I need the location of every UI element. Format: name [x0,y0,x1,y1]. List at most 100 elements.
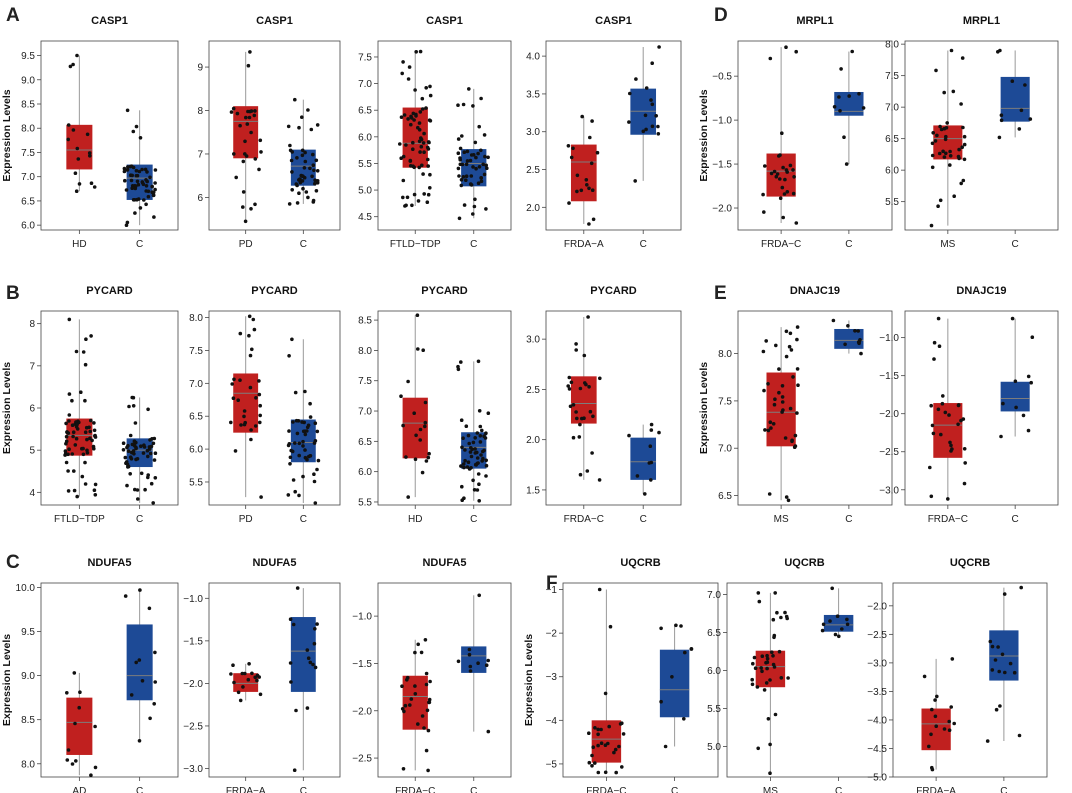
data-point [64,434,69,439]
data-point [484,431,488,436]
data-point [789,348,794,352]
box-disease [933,125,963,160]
data-point [408,158,413,163]
data-point [479,179,484,184]
data-point [88,429,92,434]
data-point [405,675,410,680]
data-point [959,181,963,186]
y-tick-label: −3.0 [879,485,899,496]
data-point [597,478,602,482]
data-point [300,153,305,158]
y-tick-label: 6.0 [21,221,35,232]
data-point [832,105,837,109]
data-point [583,381,587,385]
data-point [258,692,263,697]
data-point [467,87,471,91]
data-point [461,436,465,441]
data-point [315,429,320,434]
data-point [153,181,157,185]
y-tick-label: −2.5 [879,447,899,458]
data-point [997,135,1002,140]
data-point [418,110,423,114]
x-category-label: FRDA−A [916,786,956,793]
data-point [72,488,77,493]
x-category-label: HD [72,239,86,250]
data-point [772,635,776,640]
data-point [414,114,418,118]
plot-frame [377,310,512,506]
x-category-label: PD [239,514,253,525]
data-point [257,167,261,172]
data-point [138,206,143,210]
data-point [428,679,432,684]
boxplot-uqcrb-18: UQCRB −5.0 −4.5 −4.0 −3.5 −3.0 −2.5 −2.0 FRDA−A C [867,557,1048,793]
y-tick-label: 2.5 [526,165,540,176]
data-point [412,118,416,122]
panel-a-letter: A [6,5,20,26]
data-point [938,124,942,129]
data-point [484,474,488,478]
boxplot-uqcrb-16: UQCRB Expression Levels −5 −4 −3 −2 −1 FRDA−C C [523,557,719,793]
data-point [627,120,631,124]
data-point [240,671,245,676]
data-point [401,423,405,428]
data-point [88,154,92,158]
data-point [65,758,70,762]
data-point [287,429,291,433]
data-point [607,724,611,729]
plot-title: PYCARD [421,285,468,297]
data-point [590,764,594,768]
data-point [1010,79,1015,83]
data-point [411,164,415,168]
data-point [136,182,141,187]
data-point [93,434,97,438]
data-point [934,68,938,73]
data-point [476,661,480,665]
data-point [89,334,93,338]
y-tick-label: 4.5 [358,212,372,223]
data-point [963,461,967,465]
data-point [151,190,156,195]
plot-title: PYCARD [251,285,298,297]
data-point [961,125,965,130]
data-point [593,761,597,765]
data-point [70,398,74,403]
data-point [131,165,136,170]
plot-title: PYCARD [86,285,133,297]
plot-title: PYCARD [590,285,637,297]
data-point [1026,374,1031,379]
data-point [571,146,575,151]
data-point [294,708,298,713]
data-point [305,425,310,430]
data-point [257,675,262,679]
y-tick-label: 7.0 [358,407,372,418]
data-point [151,193,156,198]
data-point [244,154,249,158]
data-point [773,591,777,595]
data-point [72,671,77,675]
data-point [148,175,152,180]
data-point [932,357,936,361]
data-point [248,385,253,390]
data-point [85,437,89,442]
data-point [416,199,421,203]
data-point [838,109,842,113]
data-point [134,173,139,178]
data-point [840,627,844,631]
data-point [123,455,128,460]
data-point [147,606,152,611]
data-point [258,420,262,425]
x-category-label: C [845,239,852,250]
data-point [606,741,610,746]
data-point [67,392,72,396]
data-point [231,106,236,111]
data-point [960,145,964,149]
data-point [961,178,966,183]
data-point [1019,585,1023,590]
data-point [136,497,140,501]
data-point [464,178,468,182]
data-point [83,398,87,403]
data-point [763,164,767,168]
data-point [467,441,472,446]
data-point [293,489,298,494]
